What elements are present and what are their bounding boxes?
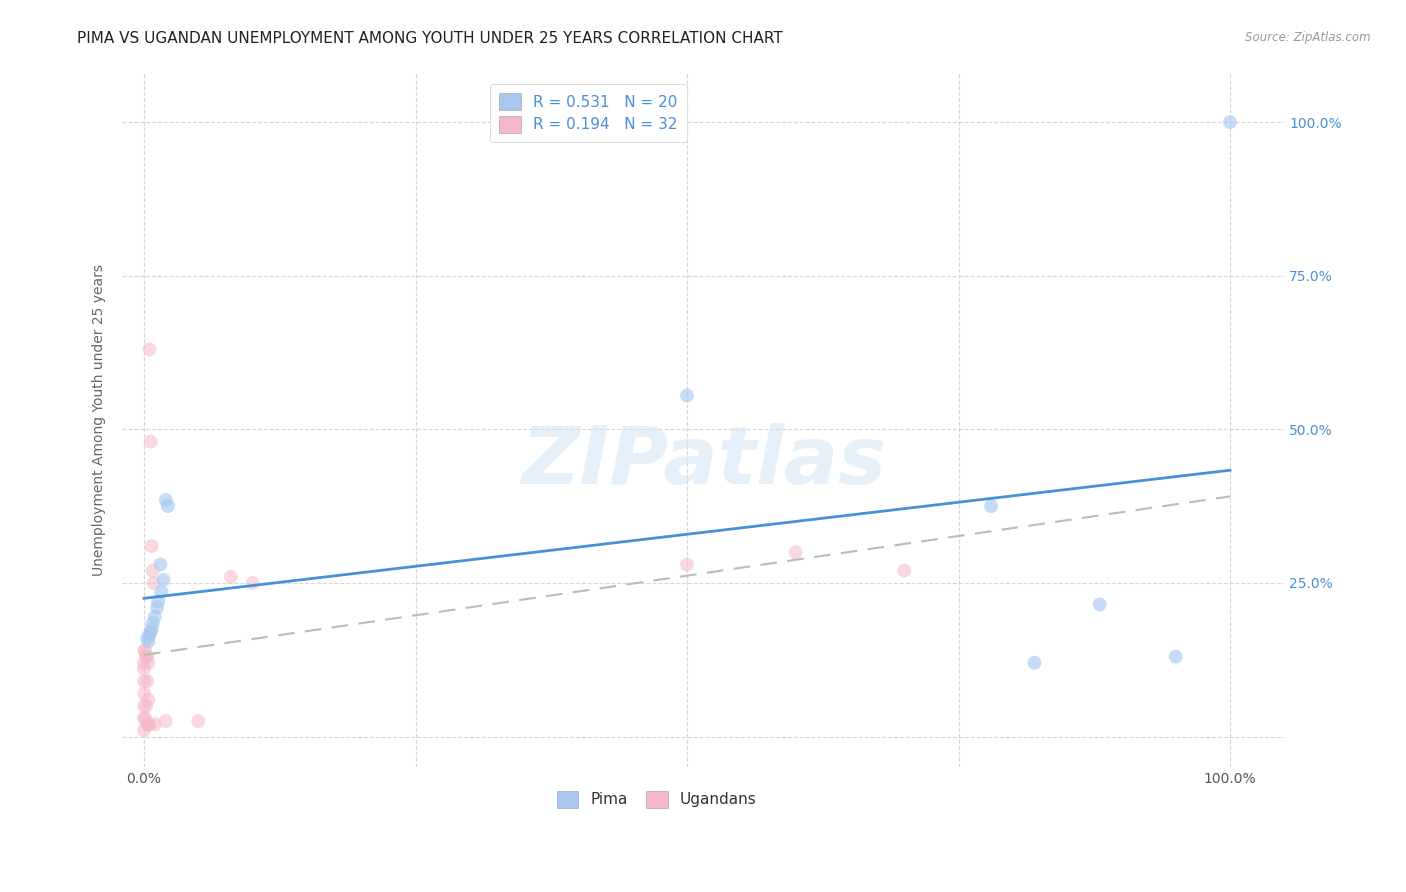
Point (134, 711, 156, 725)
Point (132, 674, 155, 689)
Point (676, 558, 699, 572)
Point (141, 622, 163, 636)
Point (142, 564, 165, 578)
Point (785, 545, 807, 559)
Point (1219, 115, 1241, 129)
Point (156, 499, 179, 513)
Point (143, 717, 166, 731)
Point (138, 628, 160, 642)
Point (136, 632, 159, 646)
Point (141, 539, 163, 553)
Point (980, 499, 1002, 513)
Point (1024, 656, 1046, 670)
Point (155, 493, 177, 508)
Point (132, 643, 155, 657)
Point (136, 717, 159, 731)
Y-axis label: Unemployment Among Youth under 25 years: Unemployment Among Youth under 25 years (93, 264, 107, 576)
Point (139, 434, 162, 449)
Point (132, 662, 155, 676)
Point (219, 570, 242, 584)
Point (136, 674, 159, 689)
Point (139, 625, 162, 640)
Point (138, 717, 160, 731)
Point (136, 649, 159, 664)
Point (187, 714, 209, 728)
Point (138, 717, 160, 731)
Point (143, 609, 166, 624)
Point (138, 692, 160, 706)
Point (138, 656, 160, 670)
Point (134, 643, 156, 657)
Point (132, 698, 155, 713)
Point (146, 594, 169, 608)
Point (146, 600, 169, 615)
Point (676, 388, 699, 402)
Point (150, 585, 173, 599)
Point (132, 723, 155, 738)
Point (893, 564, 915, 578)
Legend: Pima, Ugandans: Pima, Ugandans (550, 783, 765, 815)
Point (142, 576, 165, 591)
Text: Source: ZipAtlas.com: Source: ZipAtlas.com (1246, 31, 1371, 45)
Point (152, 573, 174, 587)
Text: ZIPatlas: ZIPatlas (520, 423, 886, 500)
Point (1088, 598, 1111, 612)
Point (1164, 649, 1187, 664)
Point (138, 634, 160, 648)
Point (138, 343, 160, 357)
Point (132, 656, 155, 670)
Text: PIMA VS UGANDAN UNEMPLOYMENT AMONG YOUTH UNDER 25 YEARS CORRELATION CHART: PIMA VS UGANDAN UNEMPLOYMENT AMONG YOUTH… (77, 31, 783, 46)
Point (135, 649, 157, 664)
Point (135, 698, 157, 713)
Point (142, 615, 165, 630)
Point (155, 714, 177, 728)
Point (242, 576, 264, 591)
Point (149, 558, 172, 572)
Point (132, 686, 155, 700)
Point (132, 711, 155, 725)
